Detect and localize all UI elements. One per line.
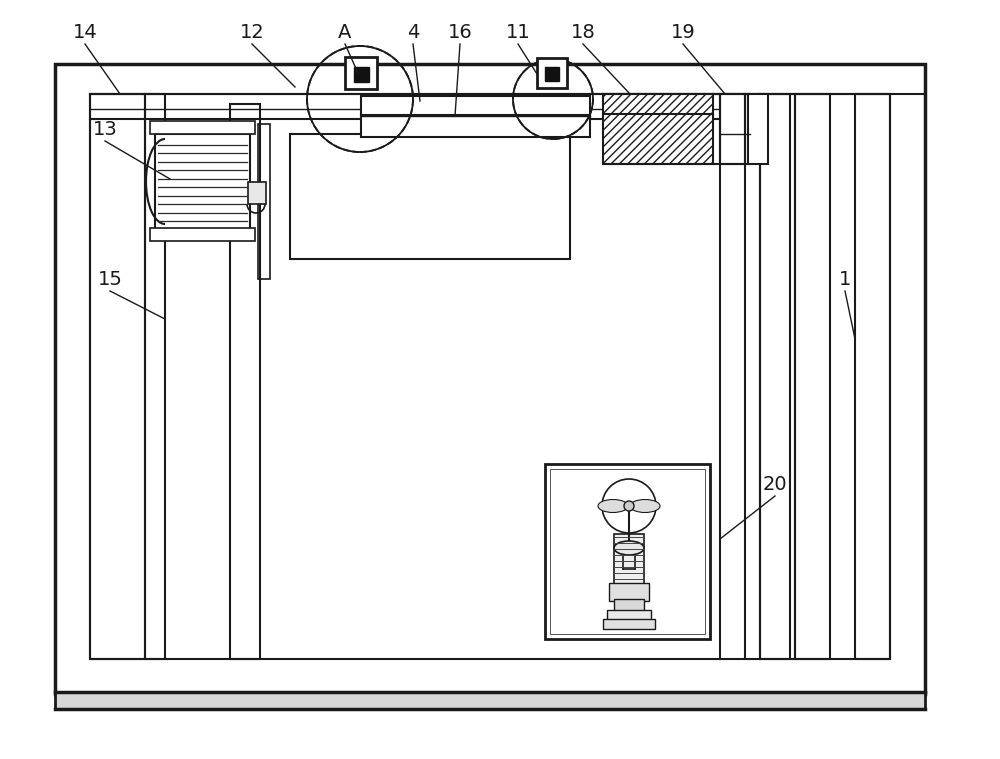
Bar: [248, 182, 266, 204]
Bar: [150, 121, 255, 134]
Text: 18: 18: [571, 23, 595, 42]
Circle shape: [624, 501, 634, 511]
Bar: [760, 94, 790, 659]
Bar: [614, 534, 644, 584]
Bar: [609, 583, 649, 601]
Text: 12: 12: [240, 23, 264, 42]
Bar: [795, 94, 830, 659]
Text: 20: 20: [763, 475, 787, 494]
Bar: [361, 96, 590, 116]
Bar: [345, 57, 377, 89]
Ellipse shape: [598, 499, 628, 512]
Bar: [545, 464, 710, 639]
Bar: [537, 58, 567, 88]
Ellipse shape: [630, 499, 660, 512]
Bar: [855, 94, 890, 659]
Bar: [258, 124, 270, 279]
Bar: [607, 610, 651, 621]
Bar: [155, 134, 250, 229]
Text: 15: 15: [98, 270, 122, 289]
Bar: [603, 114, 713, 164]
Bar: [90, 94, 145, 659]
Bar: [545, 67, 559, 81]
Bar: [150, 228, 255, 241]
Circle shape: [602, 479, 656, 533]
Bar: [603, 619, 655, 629]
Bar: [90, 94, 890, 659]
Text: 19: 19: [671, 23, 695, 42]
Text: 13: 13: [93, 120, 117, 139]
Bar: [614, 599, 644, 611]
Bar: [145, 94, 165, 659]
Bar: [603, 94, 713, 116]
Text: 4: 4: [407, 23, 419, 42]
Text: 1: 1: [839, 270, 851, 289]
Ellipse shape: [614, 541, 644, 555]
Bar: [290, 134, 570, 259]
Bar: [354, 67, 369, 82]
Bar: [720, 94, 745, 164]
Text: 11: 11: [506, 23, 530, 42]
Bar: [55, 692, 925, 709]
Bar: [361, 115, 590, 137]
Text: 16: 16: [448, 23, 472, 42]
Bar: [550, 469, 705, 634]
Text: 14: 14: [73, 23, 97, 42]
Bar: [55, 64, 925, 694]
Text: A: A: [338, 23, 352, 42]
Bar: [748, 94, 768, 164]
Bar: [230, 104, 260, 659]
